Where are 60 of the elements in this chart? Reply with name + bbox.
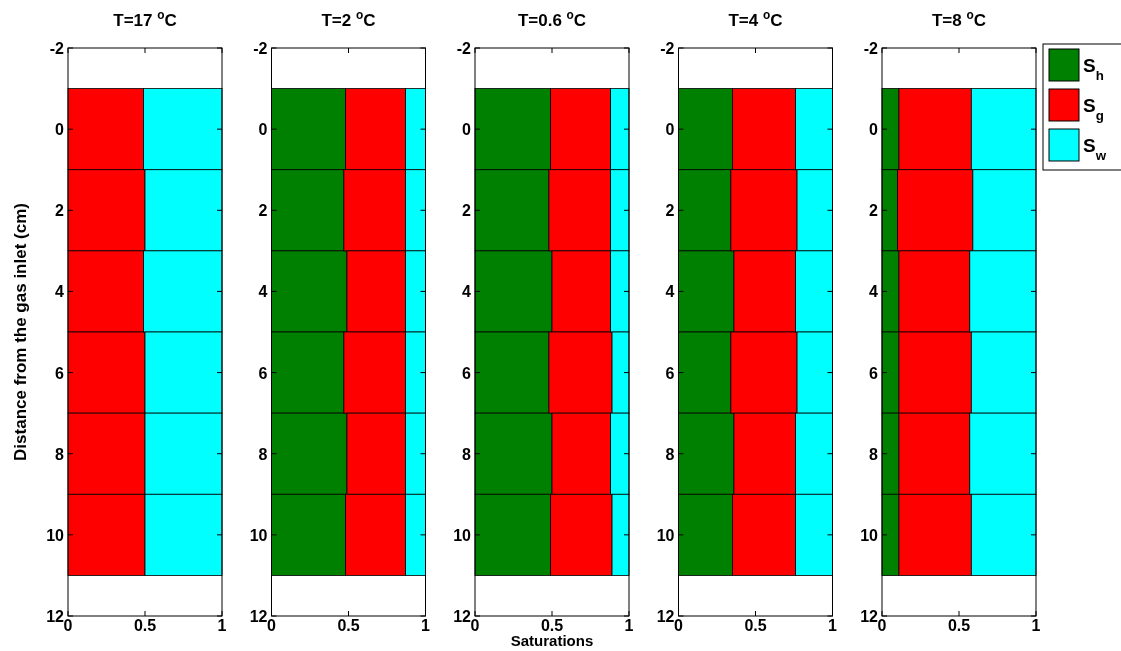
y-tick-label: 4 — [55, 283, 65, 301]
y-axis-title: Distance from the gas inlet (cm) — [11, 203, 30, 461]
y-tick-label: 6 — [665, 364, 675, 382]
y-tick-label: 4 — [869, 283, 879, 301]
y-tick-label: 2 — [462, 202, 472, 220]
x-tick-label: 0.5 — [133, 617, 157, 634]
y-tick-label: -2 — [49, 40, 65, 57]
y-tick-label: 8 — [665, 445, 675, 463]
x-tick-label: 1 — [1031, 617, 1041, 634]
y-tick-label: -2 — [863, 40, 879, 57]
y-tick-label: -2 — [456, 40, 472, 57]
y-tick-label: 0 — [869, 121, 879, 139]
y-tick-label: 12 — [453, 608, 472, 625]
y-tick-label: 10 — [249, 526, 268, 544]
y-tick-label: 6 — [462, 364, 472, 382]
y-tick-label: 4 — [665, 283, 675, 301]
x-tick-label: 0.5 — [947, 617, 971, 634]
y-tick-label: 2 — [869, 202, 879, 220]
x-tick-label: 1 — [217, 617, 227, 634]
y-tick-label: 2 — [55, 202, 65, 220]
y-tick-label: 10 — [860, 526, 879, 544]
y-tick-label: 12 — [656, 608, 675, 625]
y-tick-label: 6 — [869, 364, 879, 382]
y-tick-label: 8 — [869, 445, 879, 463]
x-tick-label: 0.5 — [540, 617, 564, 634]
y-tick-label: 12 — [46, 608, 65, 625]
y-tick-label: 8 — [55, 445, 65, 463]
y-tick-label: -2 — [660, 40, 675, 57]
chart-title: T=8 $^{o}$C — [931, 8, 987, 30]
x-tick-label: 0.5 — [744, 617, 767, 634]
chart-title: T=0.6 $^{o}$C — [517, 8, 587, 30]
y-tick-label: 4 — [258, 283, 268, 301]
x-tick-label: 1 — [624, 617, 634, 634]
y-tick-label: 6 — [55, 364, 65, 382]
y-tick-label: 0 — [462, 121, 472, 139]
y-tick-label: 4 — [462, 283, 472, 301]
x-tick-label: 1 — [421, 617, 431, 634]
y-tick-label: -2 — [253, 40, 268, 57]
x-tick-label: 0.5 — [337, 617, 360, 634]
y-tick-label: 12 — [860, 608, 879, 625]
y-tick-label: 2 — [665, 202, 675, 220]
x-axis-title: Saturations — [510, 632, 594, 649]
chart-title: T=4 $^{o}$C — [728, 8, 783, 30]
legend-label: S$_{w}$ — [1083, 135, 1107, 163]
y-tick-label: 8 — [258, 445, 268, 463]
x-tick-label: 1 — [828, 617, 838, 634]
y-tick-label: 12 — [249, 608, 268, 625]
y-tick-label: 6 — [258, 364, 268, 382]
chart-title: T=2 $^{o}$C — [321, 8, 376, 30]
y-tick-label: 0 — [258, 121, 268, 139]
y-tick-label: 0 — [55, 121, 65, 139]
y-tick-label: 8 — [462, 445, 472, 463]
y-tick-label: 10 — [656, 526, 675, 544]
y-tick-label: 10 — [46, 526, 65, 544]
y-tick-label: 0 — [665, 121, 675, 139]
legend-label: S$_{g}$ — [1083, 95, 1104, 123]
legend-label: S$_{h}$ — [1083, 55, 1104, 83]
chart-title: T=17 $^{o}$C — [113, 8, 177, 30]
y-tick-label: 2 — [258, 202, 268, 220]
y-tick-label: 10 — [453, 526, 472, 544]
